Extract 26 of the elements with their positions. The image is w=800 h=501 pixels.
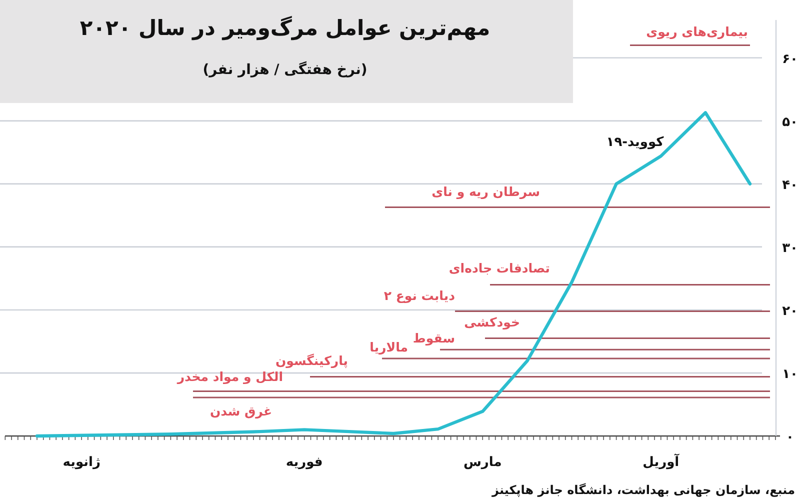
x-tick-label: فوریه: [286, 455, 323, 470]
x-tick-label: آوریل: [642, 453, 680, 470]
ref-line-label: خودکشی: [464, 314, 520, 330]
y-tick-label: ۰: [786, 430, 794, 445]
ref-line-label: غرق شدن: [210, 404, 272, 420]
y-tick-label: ۱۰: [782, 366, 798, 382]
x-tick-label: مارس: [463, 455, 502, 470]
text: (نرخ هفتگی / هزار نفر): [202, 61, 368, 78]
ref-line-label: پارکینگسون: [275, 352, 348, 369]
ref-line-label: الکل و مواد مخدر: [176, 369, 283, 386]
ref-line-label: بیماری‌های ریوی: [646, 24, 748, 40]
x-tick-label: ژانویه: [62, 455, 100, 470]
series-label: کووید-۱۹: [606, 135, 664, 150]
y-tick-label: ۶۰: [782, 52, 798, 67]
line-series: [35, 111, 752, 438]
y-tick-label: ۲۰: [782, 304, 798, 319]
chart-title: مهم‌ترین عوامل مرگ‌ومیر در سال ۲۰۲۰: [80, 15, 490, 41]
y-tick-label: ۵۰: [782, 114, 798, 130]
ref-line-label: تصادفات جاده‌ای: [448, 260, 550, 276]
ref-line-label: مالاریا: [370, 339, 408, 356]
text: منبع، سازمان جهانی بهداشت، دانشگاه جانز هاپکینز: [491, 483, 795, 497]
y-tick-label: ۴۰: [782, 178, 798, 193]
y-tick-label: ۳۰: [782, 240, 798, 256]
ref-line-label: سرطان ریه و نای: [432, 184, 540, 200]
ref-line-label: سقوط: [412, 330, 455, 347]
ref-line-label: دیابت نوع ۲: [384, 288, 455, 304]
